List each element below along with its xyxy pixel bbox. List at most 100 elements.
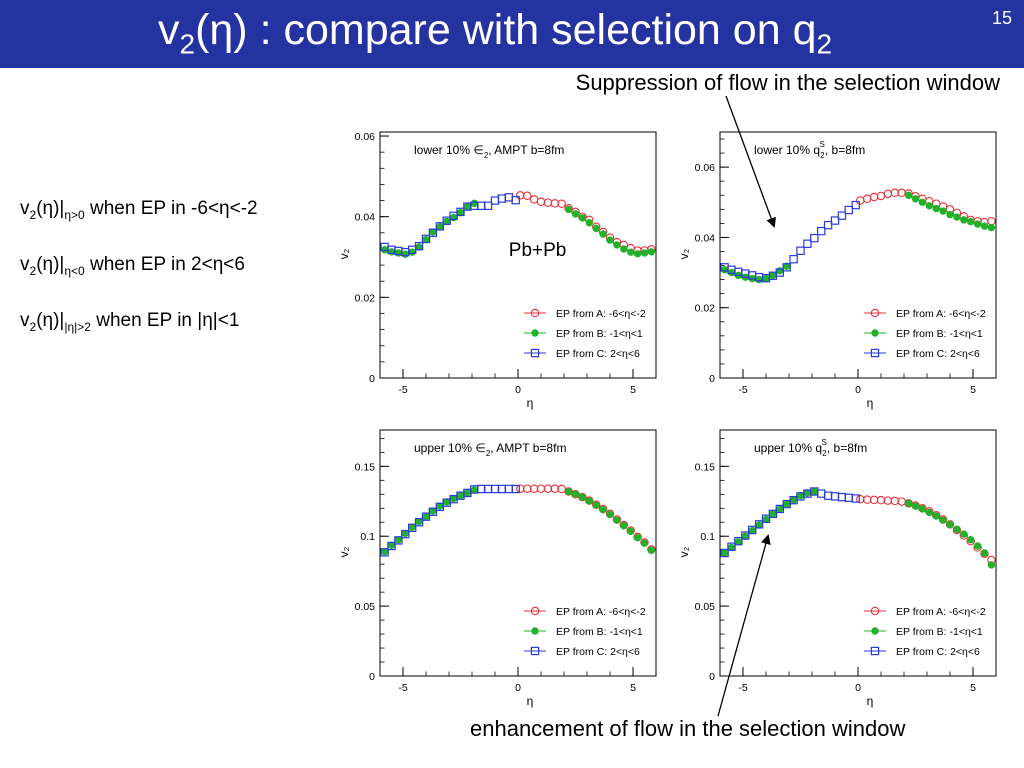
data-point-C bbox=[414, 241, 424, 251]
data-point-B bbox=[647, 546, 656, 554]
data-point-C bbox=[428, 228, 438, 238]
x-axis-label: η bbox=[867, 694, 874, 708]
data-point-B bbox=[627, 248, 635, 256]
data-point-B bbox=[762, 274, 770, 283]
data-point-C bbox=[421, 234, 431, 244]
data-point-B bbox=[620, 245, 628, 253]
data-point-C bbox=[817, 226, 826, 236]
data-point-B bbox=[606, 510, 614, 519]
legend-entry: EP from C: 2<η<6 bbox=[896, 646, 980, 658]
data-point-B bbox=[932, 512, 940, 520]
data-point-B bbox=[960, 216, 968, 224]
annotation-enhancement: enhancement of flow in the selection win… bbox=[470, 716, 906, 741]
data-point-B bbox=[973, 542, 982, 550]
data-point-B bbox=[571, 210, 580, 218]
data-point-B bbox=[980, 222, 989, 230]
x-tick-label: 5 bbox=[630, 384, 636, 396]
legend-marker bbox=[871, 627, 879, 635]
condition-range: η>0 bbox=[64, 207, 85, 222]
data-point-C bbox=[442, 216, 451, 225]
y-tick-label: 0.15 bbox=[695, 461, 716, 473]
y-axis-label: v₂ bbox=[337, 546, 351, 557]
data-point-C bbox=[830, 216, 840, 225]
y-tick-label: 0.02 bbox=[695, 303, 716, 315]
plot-frame bbox=[719, 429, 997, 677]
legend-entry: EP from A: -6<η<-2 bbox=[556, 606, 646, 618]
data-point-A bbox=[522, 191, 532, 200]
data-point-B bbox=[564, 205, 573, 214]
legend-entry: EP from A: -6<η<-2 bbox=[896, 606, 986, 618]
legend-marker bbox=[530, 646, 540, 656]
title-subscript-1: 2 bbox=[179, 28, 196, 60]
data-point-B bbox=[620, 522, 628, 530]
condition-v: v bbox=[20, 254, 30, 275]
data-point-C bbox=[775, 504, 784, 514]
legend-marker bbox=[530, 308, 540, 318]
legend-entry: EP from A: -6<η<-2 bbox=[556, 308, 646, 320]
x-tick-label: -5 bbox=[398, 682, 407, 694]
legend-marker bbox=[530, 606, 540, 616]
y-axis-label: v₂ bbox=[677, 546, 691, 557]
data-point-B bbox=[571, 490, 580, 498]
chart-lower-epsilon2: 0 0.02 0.04 0.06 -5 0 5 η v₂ lower 10% ∈2, AMPT b… bbox=[336, 124, 666, 419]
data-point-B bbox=[776, 505, 784, 513]
data-point-B bbox=[592, 501, 600, 509]
data-point-C bbox=[789, 255, 798, 264]
data-point-B bbox=[436, 223, 444, 231]
data-point-B bbox=[810, 487, 818, 496]
x-tick-label: 0 bbox=[855, 384, 861, 396]
y-tick-label: 0.1 bbox=[360, 531, 375, 543]
legend-marker bbox=[531, 627, 539, 635]
data-point-B bbox=[633, 250, 642, 258]
x-tick-label: -5 bbox=[738, 682, 747, 694]
data-point-B bbox=[640, 249, 649, 257]
y-tick-label: 0 bbox=[369, 373, 375, 385]
data-point-C bbox=[775, 268, 784, 277]
data-point-B bbox=[422, 512, 430, 521]
legend-entry: EP from B: -1<η<1 bbox=[896, 328, 983, 340]
data-point-B bbox=[953, 213, 961, 221]
data-point-B bbox=[606, 236, 614, 244]
x-tick-label: -5 bbox=[398, 384, 407, 396]
legend-marker bbox=[530, 348, 540, 358]
data-point-C bbox=[380, 548, 389, 557]
data-point-B bbox=[953, 525, 961, 533]
legend-marker bbox=[531, 329, 539, 337]
data-point-B bbox=[585, 497, 593, 505]
data-point-B bbox=[380, 246, 389, 254]
data-point-B bbox=[727, 268, 736, 277]
data-point-B bbox=[720, 266, 729, 274]
x-tick-label: 0 bbox=[515, 384, 521, 396]
y-tick-label: 0 bbox=[369, 671, 375, 683]
data-point-B bbox=[599, 230, 607, 238]
chart-title: lower 10% ∈2, AMPT b=8fm bbox=[414, 143, 564, 160]
condition-v-subscript: 2 bbox=[29, 263, 37, 278]
y-axis-label: v₂ bbox=[677, 248, 691, 259]
x-axis-label: η bbox=[527, 396, 534, 410]
condition-func: (η)| bbox=[36, 254, 65, 275]
title-main: v bbox=[158, 6, 180, 54]
data-point-C bbox=[428, 507, 438, 516]
data-point-B bbox=[932, 204, 940, 213]
legend-entry: EP from C: 2<η<6 bbox=[556, 348, 640, 360]
legend-entry: EP from C: 2<η<6 bbox=[896, 348, 980, 360]
data-point-C bbox=[844, 205, 853, 215]
chart-upper-q2s: 0 0.05 0.1 0.15 -5 0 5 η v₂ upper 10% q2S, b=8fm E… bbox=[676, 422, 1006, 717]
data-point-B bbox=[918, 198, 927, 206]
y-tick-label: 0.06 bbox=[355, 131, 376, 143]
data-point-B bbox=[564, 487, 573, 496]
data-point-C bbox=[782, 263, 791, 272]
y-tick-label: 0.05 bbox=[355, 601, 376, 613]
plot-frame bbox=[379, 429, 657, 677]
data-point-B bbox=[911, 195, 920, 203]
data-point-C bbox=[810, 233, 819, 243]
y-tick-label: 0.06 bbox=[695, 162, 716, 174]
legend-marker bbox=[870, 646, 880, 656]
data-point-B bbox=[592, 224, 600, 233]
data-point-C bbox=[387, 541, 396, 551]
data-point-B bbox=[946, 520, 954, 529]
legend-entry: EP from C: 2<η<6 bbox=[556, 646, 640, 658]
y-tick-label: 0.02 bbox=[355, 292, 376, 304]
title-middle: (η) : compare with selection on q bbox=[195, 6, 817, 54]
title-bar: v2(η) : compare with selection on q2 15 bbox=[0, 0, 1024, 68]
